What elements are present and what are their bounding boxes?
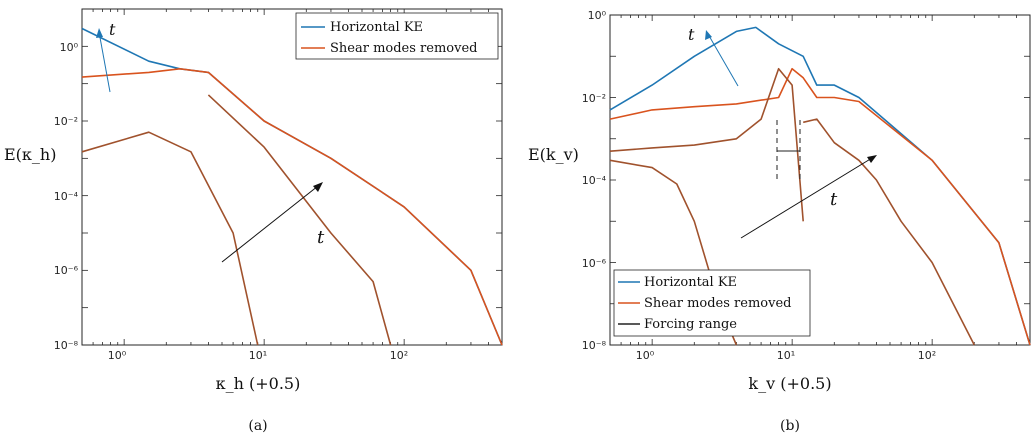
legend-a: Horizontal KE Shear modes removed xyxy=(295,12,499,60)
plot-area-a xyxy=(81,8,503,346)
time-arrow-blue-b xyxy=(707,33,739,87)
x-axis-label-b: k_v (+0.5) xyxy=(748,374,831,393)
y-tick-label: 10⁰ xyxy=(588,9,607,22)
y-tick-label: 10⁻⁴ xyxy=(582,174,607,187)
x-tick-label: 10² xyxy=(390,349,408,362)
y-axis-label-b: E(k_v) xyxy=(528,145,579,164)
legend-entry: Shear modes removed xyxy=(330,41,477,56)
legend-entry: Horizontal KE xyxy=(330,20,423,35)
y-tick-label: 10⁻⁶ xyxy=(54,264,79,277)
series-line xyxy=(207,94,392,346)
x-tick-label: 10⁰ xyxy=(636,349,655,362)
time-annotation-blue-b: t xyxy=(688,25,695,44)
x-tick-label: 10⁰ xyxy=(108,349,127,362)
series-line xyxy=(81,131,259,346)
time-arrow-black-b xyxy=(740,157,873,239)
panel-label-b: (b) xyxy=(780,418,800,434)
y-tick-label: 10⁻² xyxy=(582,92,606,105)
time-arrow-black-a xyxy=(221,185,319,263)
series-line xyxy=(609,67,1031,346)
time-arrow-blue-a xyxy=(98,31,111,93)
legend-entry: Shear modes removed xyxy=(644,296,791,311)
y-tick-label: 10⁻⁴ xyxy=(54,190,79,203)
y-tick-label: 10⁻⁶ xyxy=(582,257,607,270)
legend-b: Horizontal KE Shear modes removed Forcin… xyxy=(613,269,811,337)
series-line xyxy=(803,118,976,346)
series-line xyxy=(81,68,503,346)
legend-entry: Forcing range xyxy=(644,317,737,332)
panel-b: 10⁰ 10¹ 10² 10⁻⁸ 10⁻⁶ 10⁻⁴ 10⁻² 10⁰ k_v … xyxy=(528,9,1031,434)
series-a xyxy=(81,27,503,346)
series-line xyxy=(609,67,804,222)
grid-b xyxy=(609,14,1031,346)
y-tick-label: 10⁻⁸ xyxy=(582,339,607,352)
arrowhead-icon xyxy=(313,182,323,192)
x-tick-label: 10¹ xyxy=(249,349,267,362)
arrowhead-icon xyxy=(867,155,877,163)
time-annotation-black-a: t xyxy=(317,227,325,248)
time-annotation-blue-a: t xyxy=(109,20,116,39)
y-axis-label-a: E(κ_h) xyxy=(4,145,56,164)
y-tick-label: 10⁰ xyxy=(60,41,79,54)
y-tick-label: 10⁻² xyxy=(54,115,78,128)
panel-label-a: (a) xyxy=(248,418,267,434)
y-tick-label: 10⁻⁸ xyxy=(54,339,79,352)
legend-entry: Horizontal KE xyxy=(644,275,737,290)
arrowhead-icon xyxy=(705,30,712,40)
panel-a: 10⁰ 10¹ 10² 10⁻⁸ 10⁻⁶ 10⁻⁴ 10⁻² 10⁰ κ_h … xyxy=(4,8,503,434)
time-annotation-black-b: t xyxy=(830,189,838,210)
x-axis-label-a: κ_h (+0.5) xyxy=(216,374,301,393)
arrowhead-icon xyxy=(96,28,103,38)
grid-a xyxy=(81,8,503,346)
forcing-range-marker xyxy=(776,120,801,182)
x-tick-label: 10² xyxy=(918,349,936,362)
x-tick-label: 10¹ xyxy=(777,349,795,362)
